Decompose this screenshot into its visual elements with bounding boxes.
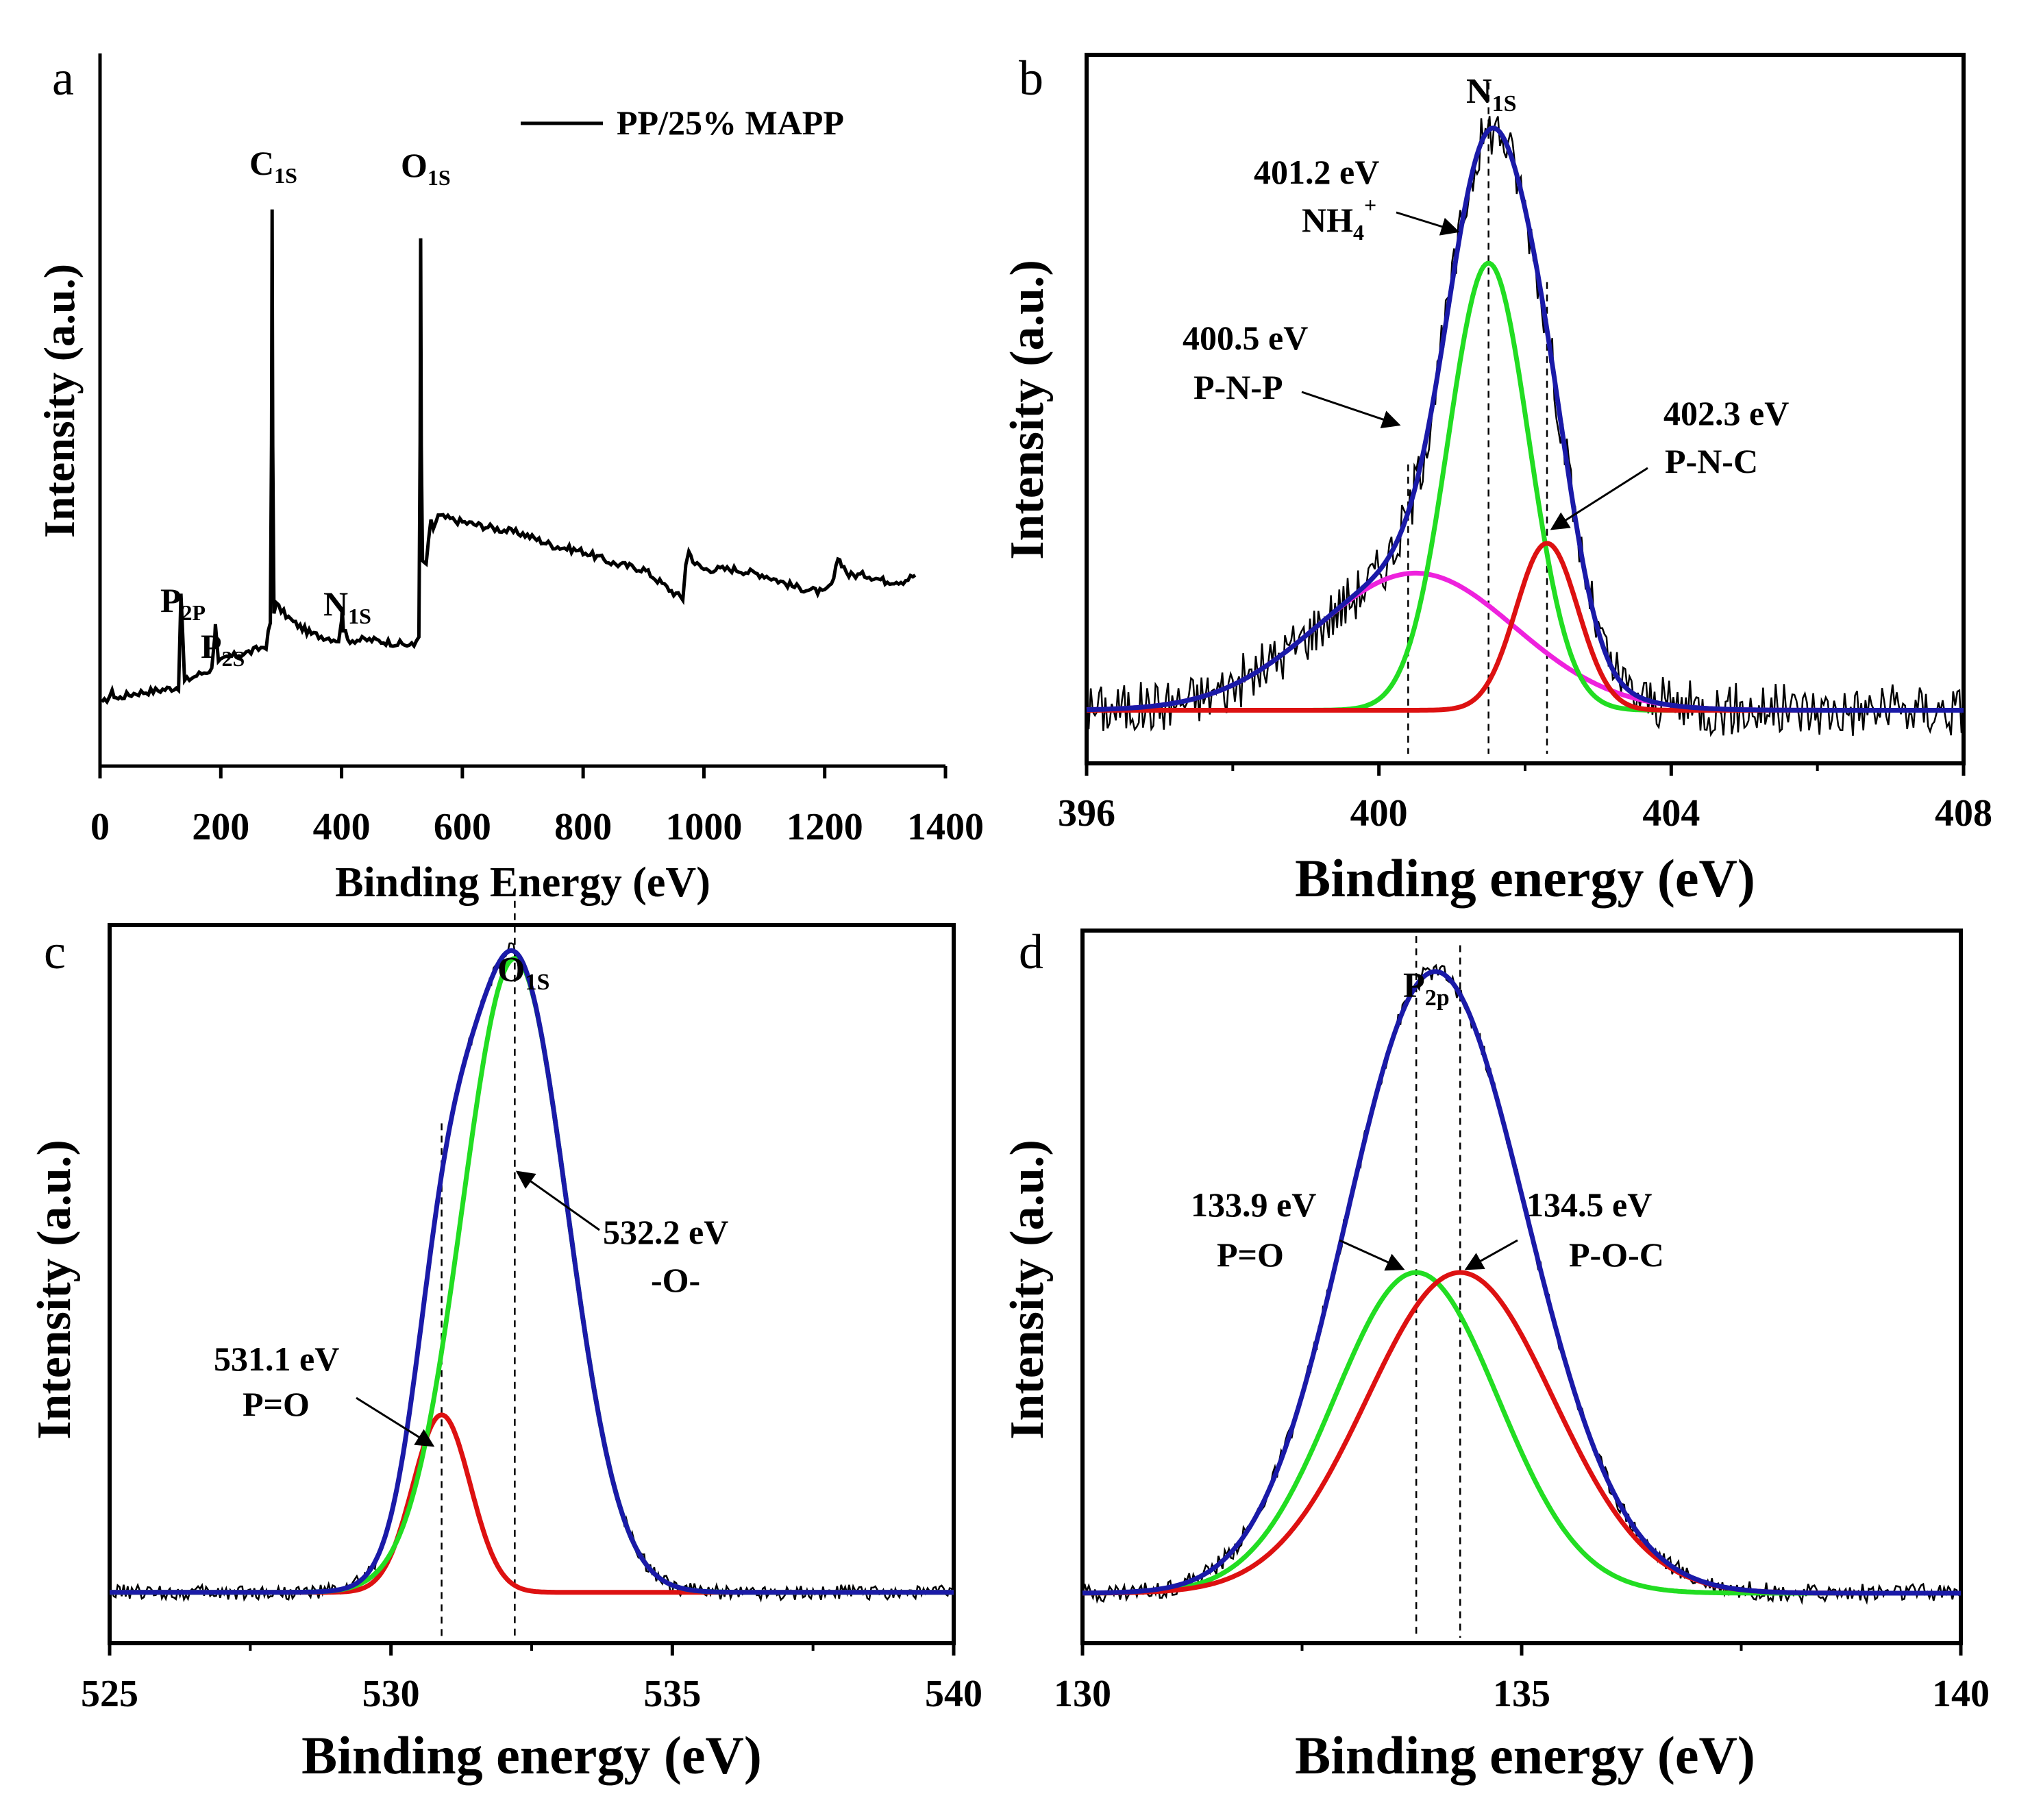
xlabel: Binding energy (eV): [1295, 848, 1755, 908]
x-tick-label-530: 530: [362, 1673, 420, 1715]
x-tick-label-400: 400: [313, 806, 371, 848]
x-tick-label-404: 404: [1642, 792, 1700, 835]
component-peak-red: [1082, 1270, 1961, 1596]
component-peak-green: [110, 956, 954, 1595]
panel-letter: a: [52, 51, 74, 106]
peak-title: O1S: [497, 950, 549, 995]
annotation-134-5: 134.5 eV P-O-C: [1464, 1185, 1664, 1274]
annotation-133-9: 133.9 eV P=O: [1191, 1185, 1405, 1274]
svg-text:Intensity (a.u.): Intensity (a.u.): [1001, 1140, 1054, 1440]
annotation-401-2: 401.2 eV NH4+: [1254, 153, 1460, 245]
x-tick-label-525: 525: [81, 1673, 138, 1715]
panel-letter: b: [1019, 51, 1043, 106]
x-tick-label-1000: 1000: [665, 806, 742, 848]
x-tick-label-135: 135: [1493, 1673, 1550, 1715]
raw-spectrum-line: [108, 942, 955, 1603]
svg-text:402.3 eV: 402.3 eV: [1663, 394, 1789, 432]
annotation-400-5: 400.5 eV P-N-P: [1183, 319, 1401, 429]
peak-title: P2p: [1403, 966, 1450, 1011]
fitted-envelope-line: [110, 948, 954, 1595]
panel-c-o1s: c Intensity (a.u.) 525 530 535 540 O1S 532.…: [28, 900, 982, 1785]
svg-text:-O-: -O-: [651, 1261, 700, 1299]
svg-text:Intensity (a.u.): Intensity (a.u.): [35, 264, 84, 538]
svg-text:531.1 eV: 531.1 eV: [214, 1340, 339, 1378]
x-tick-label-1400: 1400: [907, 806, 984, 848]
fitted-envelope-line: [1082, 969, 1961, 1596]
svg-text:Intensity (a.u.): Intensity (a.u.): [1001, 260, 1054, 560]
panel-letter: d: [1019, 924, 1043, 979]
x-tick-label-535: 535: [643, 1673, 701, 1715]
component-peak-red: [110, 1412, 954, 1595]
x-tick-label-130: 130: [1054, 1673, 1111, 1715]
legend-label: PP/25% MAPP: [617, 103, 844, 142]
ylabel: Intensity (a.u.): [28, 1140, 81, 1440]
ylabel: Intensity (a.u.): [1001, 260, 1054, 560]
svg-text:133.9 eV: 133.9 eV: [1191, 1185, 1316, 1224]
svg-text:P-N-C: P-N-C: [1665, 442, 1758, 480]
annotation-531-1: 531.1 eV P=O: [214, 1340, 435, 1447]
xlabel: Binding energy (eV): [301, 1725, 762, 1785]
annotation-402-3: 402.3 eV P-N-C: [1550, 394, 1789, 530]
x-tick-label-140: 140: [1932, 1673, 1990, 1715]
x-tick-label-200: 200: [192, 806, 249, 848]
panel-d-p2p: d Intensity (a.u.) 130 135 140 P2p 133.9 e…: [1001, 924, 1990, 1785]
plot-frame: [1080, 929, 1963, 1645]
x-tick-label-400: 400: [1350, 792, 1408, 835]
svg-text:Intensity (a.u.): Intensity (a.u.): [28, 1140, 81, 1440]
raw-spectrum-line: [1081, 963, 1962, 1606]
x-tick-label-1200: 1200: [787, 806, 863, 848]
ylabel: Intensity (a.u.): [35, 264, 84, 538]
peak-label-c1s: C1S: [249, 144, 297, 188]
x-tick-label-0: 0: [90, 806, 110, 848]
panel-a-survey: a Intensity (a.u.) 0 200 400 600 800 1000 1200…: [35, 51, 984, 906]
xlabel: Binding energy (eV): [1295, 1725, 1755, 1785]
svg-text:134.5 eV: 134.5 eV: [1526, 1185, 1652, 1224]
svg-text:532.2 eV: 532.2 eV: [603, 1213, 728, 1251]
x-tick-label-408: 408: [1935, 792, 1992, 835]
svg-text:P=O: P=O: [1217, 1235, 1284, 1274]
peak-label-p2p: P2P: [160, 581, 206, 625]
x-tick-label-396: 396: [1058, 792, 1115, 835]
svg-text:P-O-C: P-O-C: [1569, 1235, 1664, 1274]
x-tick-label-540: 540: [925, 1673, 982, 1715]
peak-labels: C1S O1S P2P P2S N1S: [160, 144, 451, 671]
plot-frame: [98, 53, 945, 768]
ylabel: Intensity (a.u.): [1001, 1140, 1054, 1440]
panel-letter: c: [44, 924, 66, 979]
fitted-envelope-line: [1086, 125, 1964, 713]
panel-b-n1s: b Intensity (a.u.) 396 400 404 408 N1S 401.…: [1001, 51, 1992, 908]
x-tick-label-800: 800: [554, 806, 612, 848]
peak-title: N1S: [1466, 72, 1516, 116]
svg-text:P-N-P: P-N-P: [1193, 368, 1283, 406]
svg-text:P=O: P=O: [243, 1385, 310, 1423]
xlabel: Binding Energy (eV): [335, 859, 710, 906]
annotation-532-2: 532.2 eV -O-: [515, 1170, 728, 1299]
component-peak-green: [1082, 1270, 1961, 1596]
peak-label-o1s: O1S: [401, 146, 451, 190]
svg-text:400.5 eV: 400.5 eV: [1183, 319, 1308, 357]
svg-text:401.2 eV: 401.2 eV: [1254, 153, 1379, 191]
peak-label-p2s: P2S: [201, 627, 245, 671]
x-tick-label-600: 600: [434, 806, 491, 848]
plot-frame: [108, 923, 956, 1645]
svg-text:NH4+: NH4+: [1302, 193, 1376, 245]
survey-spectrum-line: [100, 209, 917, 705]
legend: PP/25% MAPP: [521, 103, 844, 142]
peak-label-n1s: N1S: [323, 585, 371, 628]
